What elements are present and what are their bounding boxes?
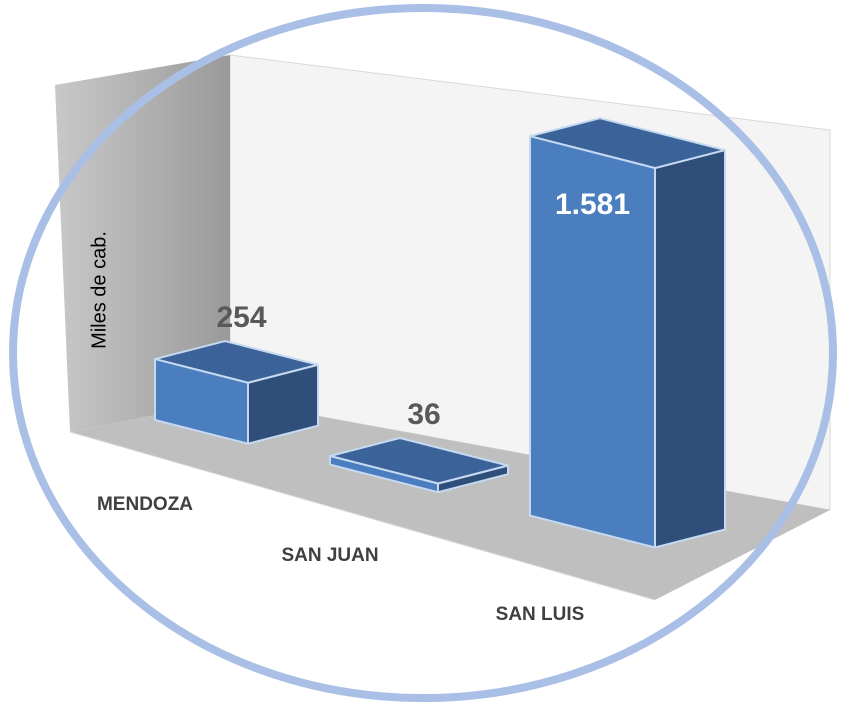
value-label: 36 — [407, 398, 440, 431]
bars — [154, 117, 726, 549]
bar-side — [654, 149, 726, 549]
floor-edge — [69, 431, 656, 601]
bar — [154, 358, 249, 445]
value-label: 1.581 — [555, 188, 630, 221]
x-tick-label: MENDOZA — [97, 494, 193, 515]
bar — [329, 454, 439, 494]
bar — [529, 135, 656, 549]
value-label: 254 — [216, 301, 266, 334]
side-wall — [55, 55, 230, 432]
x-tick-label: SAN LUIS — [496, 604, 585, 625]
y-axis-label: Miles de cab. — [88, 231, 110, 349]
floor — [70, 400, 830, 600]
frame-ellipse — [9, 4, 837, 702]
x-tick-label: SAN JUAN — [281, 545, 378, 566]
